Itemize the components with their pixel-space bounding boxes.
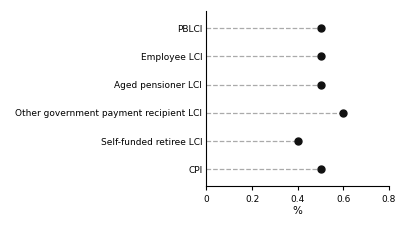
Point <box>318 27 324 30</box>
Point <box>318 55 324 58</box>
X-axis label: %: % <box>293 206 303 216</box>
Point <box>318 83 324 86</box>
Point <box>340 111 347 115</box>
Point <box>318 167 324 171</box>
Point <box>295 139 301 143</box>
